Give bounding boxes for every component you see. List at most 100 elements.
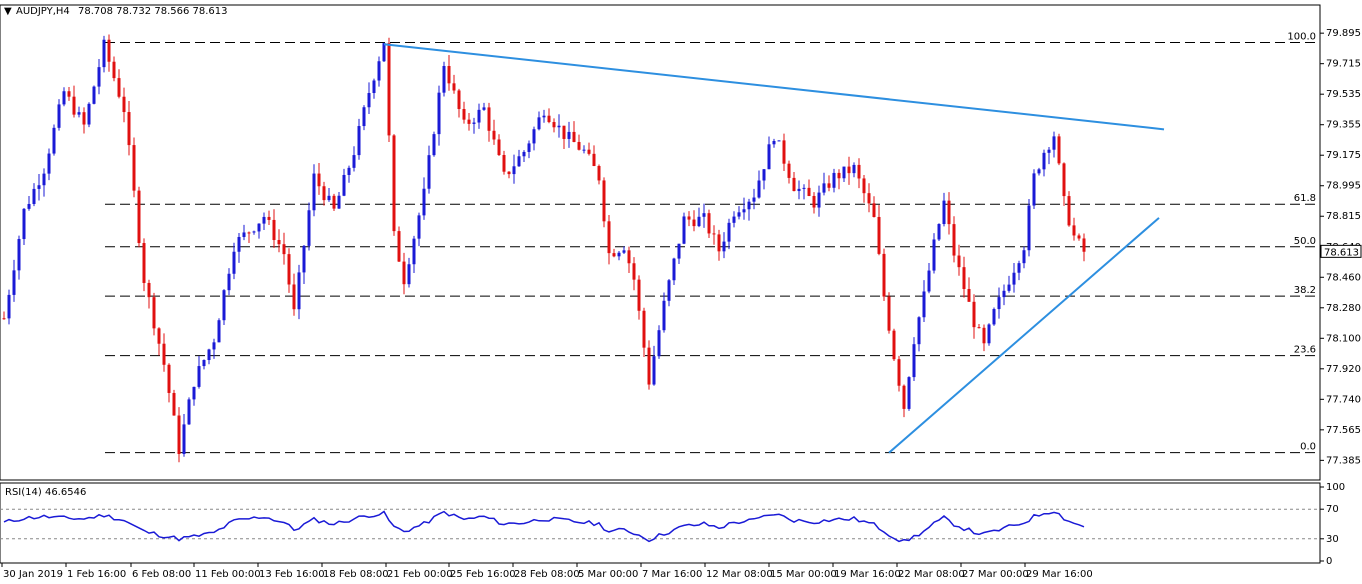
candle-body <box>442 65 446 93</box>
candle-body <box>382 43 386 62</box>
candle-body <box>262 216 266 224</box>
candle-body <box>232 251 236 274</box>
candle-body <box>812 195 816 208</box>
candle-body <box>267 216 271 220</box>
price-panel <box>0 4 1321 481</box>
header-arrow-icon[interactable]: ▼ <box>4 6 12 17</box>
candle-body <box>547 115 551 123</box>
price-tick-label: 79.175 <box>1326 150 1361 161</box>
candle-body <box>227 273 231 291</box>
candle-body <box>862 178 866 194</box>
candle-body <box>922 291 926 318</box>
candle-body <box>412 238 416 265</box>
price-tick-label: 77.740 <box>1326 394 1361 405</box>
candle-body <box>902 385 906 409</box>
candle-body <box>347 167 351 175</box>
candle-body <box>52 127 56 154</box>
candle-body <box>447 65 451 84</box>
candle-body <box>702 213 706 217</box>
candle-body <box>462 109 466 120</box>
candle-body <box>477 109 481 123</box>
trendline-support <box>888 217 1160 454</box>
candle-body <box>32 188 36 204</box>
candle-body <box>842 166 846 179</box>
candle-body <box>557 125 561 128</box>
candle-body <box>607 221 611 254</box>
candle-body <box>1022 250 1026 264</box>
candle-body <box>1052 136 1056 150</box>
candle-body <box>832 172 836 188</box>
candle-body <box>1017 263 1021 273</box>
candle-body <box>577 141 581 150</box>
fib-level-label: 23.6 <box>1294 345 1316 356</box>
time-tick-label: 25 Feb 16:00 <box>450 569 516 580</box>
candle-body <box>497 139 501 156</box>
candle-body <box>647 347 651 385</box>
candle-body <box>537 117 541 130</box>
candle-body <box>272 219 276 241</box>
candle-body <box>672 258 676 281</box>
candle-body <box>967 289 971 302</box>
rsi-tick-label: 30 <box>1326 534 1339 545</box>
candle-body <box>207 349 211 361</box>
candle-body <box>192 386 196 400</box>
candle-body <box>452 83 456 91</box>
candle-body <box>87 103 91 125</box>
candle-body <box>747 201 751 210</box>
candle-body <box>357 126 361 156</box>
candle-body <box>27 203 31 209</box>
candle-body <box>917 317 921 345</box>
candle-body <box>297 272 301 310</box>
candle-body <box>772 140 776 145</box>
candle-body <box>437 92 441 135</box>
candle-body <box>122 96 126 113</box>
candle-body <box>407 264 411 285</box>
candle-body <box>947 200 951 225</box>
time-tick-label: 19 Mar 16:00 <box>834 569 901 580</box>
candle-body <box>182 424 186 454</box>
candle-body <box>657 330 661 357</box>
candle-body <box>637 279 641 311</box>
time-tick-label: 12 Mar 08:00 <box>706 569 773 580</box>
candle-body <box>257 223 261 232</box>
candle-body <box>792 177 796 192</box>
candle-body <box>332 195 336 209</box>
candle-body <box>622 250 626 253</box>
candle-body <box>1037 169 1041 174</box>
rsi-tick-label: 0 <box>1326 556 1332 567</box>
ohlc-values: 78.708 78.732 78.566 78.613 <box>78 6 228 17</box>
candle-body <box>927 270 931 292</box>
time-tick-label: 18 Feb 08:00 <box>323 569 389 580</box>
candle-body <box>687 216 691 220</box>
candle-body <box>737 212 741 217</box>
candle-body <box>1082 238 1086 252</box>
candle-body <box>102 39 106 68</box>
candle-body <box>582 149 586 151</box>
candle-body <box>912 344 916 378</box>
candle-body <box>117 78 121 97</box>
time-tick-label: 28 Feb 08:00 <box>514 569 580 580</box>
candle-body <box>697 216 701 227</box>
candle-body <box>62 91 66 105</box>
time-tick-label: 6 Feb 08:00 <box>132 569 191 580</box>
candle-body <box>142 243 146 283</box>
time-tick-label: 27 Mar 00:00 <box>962 569 1029 580</box>
candle-body <box>877 216 881 254</box>
price-tick-label: 79.715 <box>1326 59 1361 70</box>
candle-body <box>882 253 886 297</box>
candle-body <box>667 280 671 301</box>
candle-body <box>197 366 201 387</box>
candle-body <box>277 240 281 245</box>
candle-body <box>612 253 616 257</box>
candle-body <box>397 231 401 262</box>
candle-body <box>112 61 116 79</box>
candle-body <box>572 131 576 142</box>
fib-level-label: 0.0 <box>1300 442 1316 453</box>
candle-body <box>907 377 911 409</box>
candle-body <box>402 261 406 285</box>
time-tick-label: 11 Feb 00:00 <box>195 569 261 580</box>
price-tick-label: 79.535 <box>1326 89 1361 100</box>
price-axis: 79.895 79.715 79.535 79.355 79.175 78.995 78.8… <box>1320 28 1362 466</box>
candle-body <box>502 155 506 172</box>
candle-body <box>847 166 851 174</box>
